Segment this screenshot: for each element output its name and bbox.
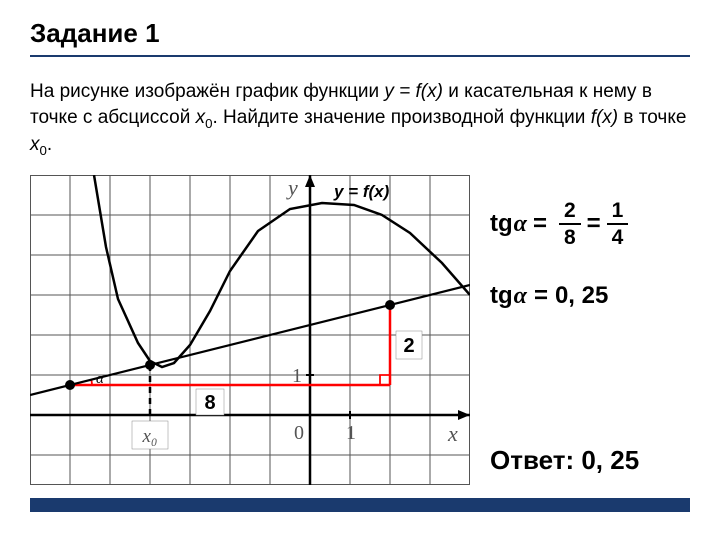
svg-text:y: y xyxy=(286,175,298,200)
svg-text:8: 8 xyxy=(204,392,215,414)
formula-tg-decimal: tgα = 0, 25 xyxy=(490,282,700,310)
problem-text: На рисунке изображён график функции y = … xyxy=(0,65,720,170)
page-title: Задание 1 xyxy=(30,18,690,57)
svg-text:y = f(x): y = f(x) xyxy=(333,182,390,201)
svg-text:2: 2 xyxy=(403,335,414,357)
svg-text:1: 1 xyxy=(292,365,302,387)
svg-text:x₀: x₀ xyxy=(141,426,157,447)
answer: Ответ: 0, 25 xyxy=(490,445,639,476)
svg-text:0: 0 xyxy=(294,422,304,444)
svg-text:1: 1 xyxy=(346,422,356,444)
function-chart: α82y = f(x)yx011x₀ xyxy=(30,175,470,490)
footer-bar xyxy=(30,498,690,512)
svg-text:x: x xyxy=(447,421,458,446)
formulas: tgα = 28 = 14 tgα = 0, 25 xyxy=(490,200,700,344)
formula-tg-fraction: tgα = 28 = 14 xyxy=(490,200,700,248)
